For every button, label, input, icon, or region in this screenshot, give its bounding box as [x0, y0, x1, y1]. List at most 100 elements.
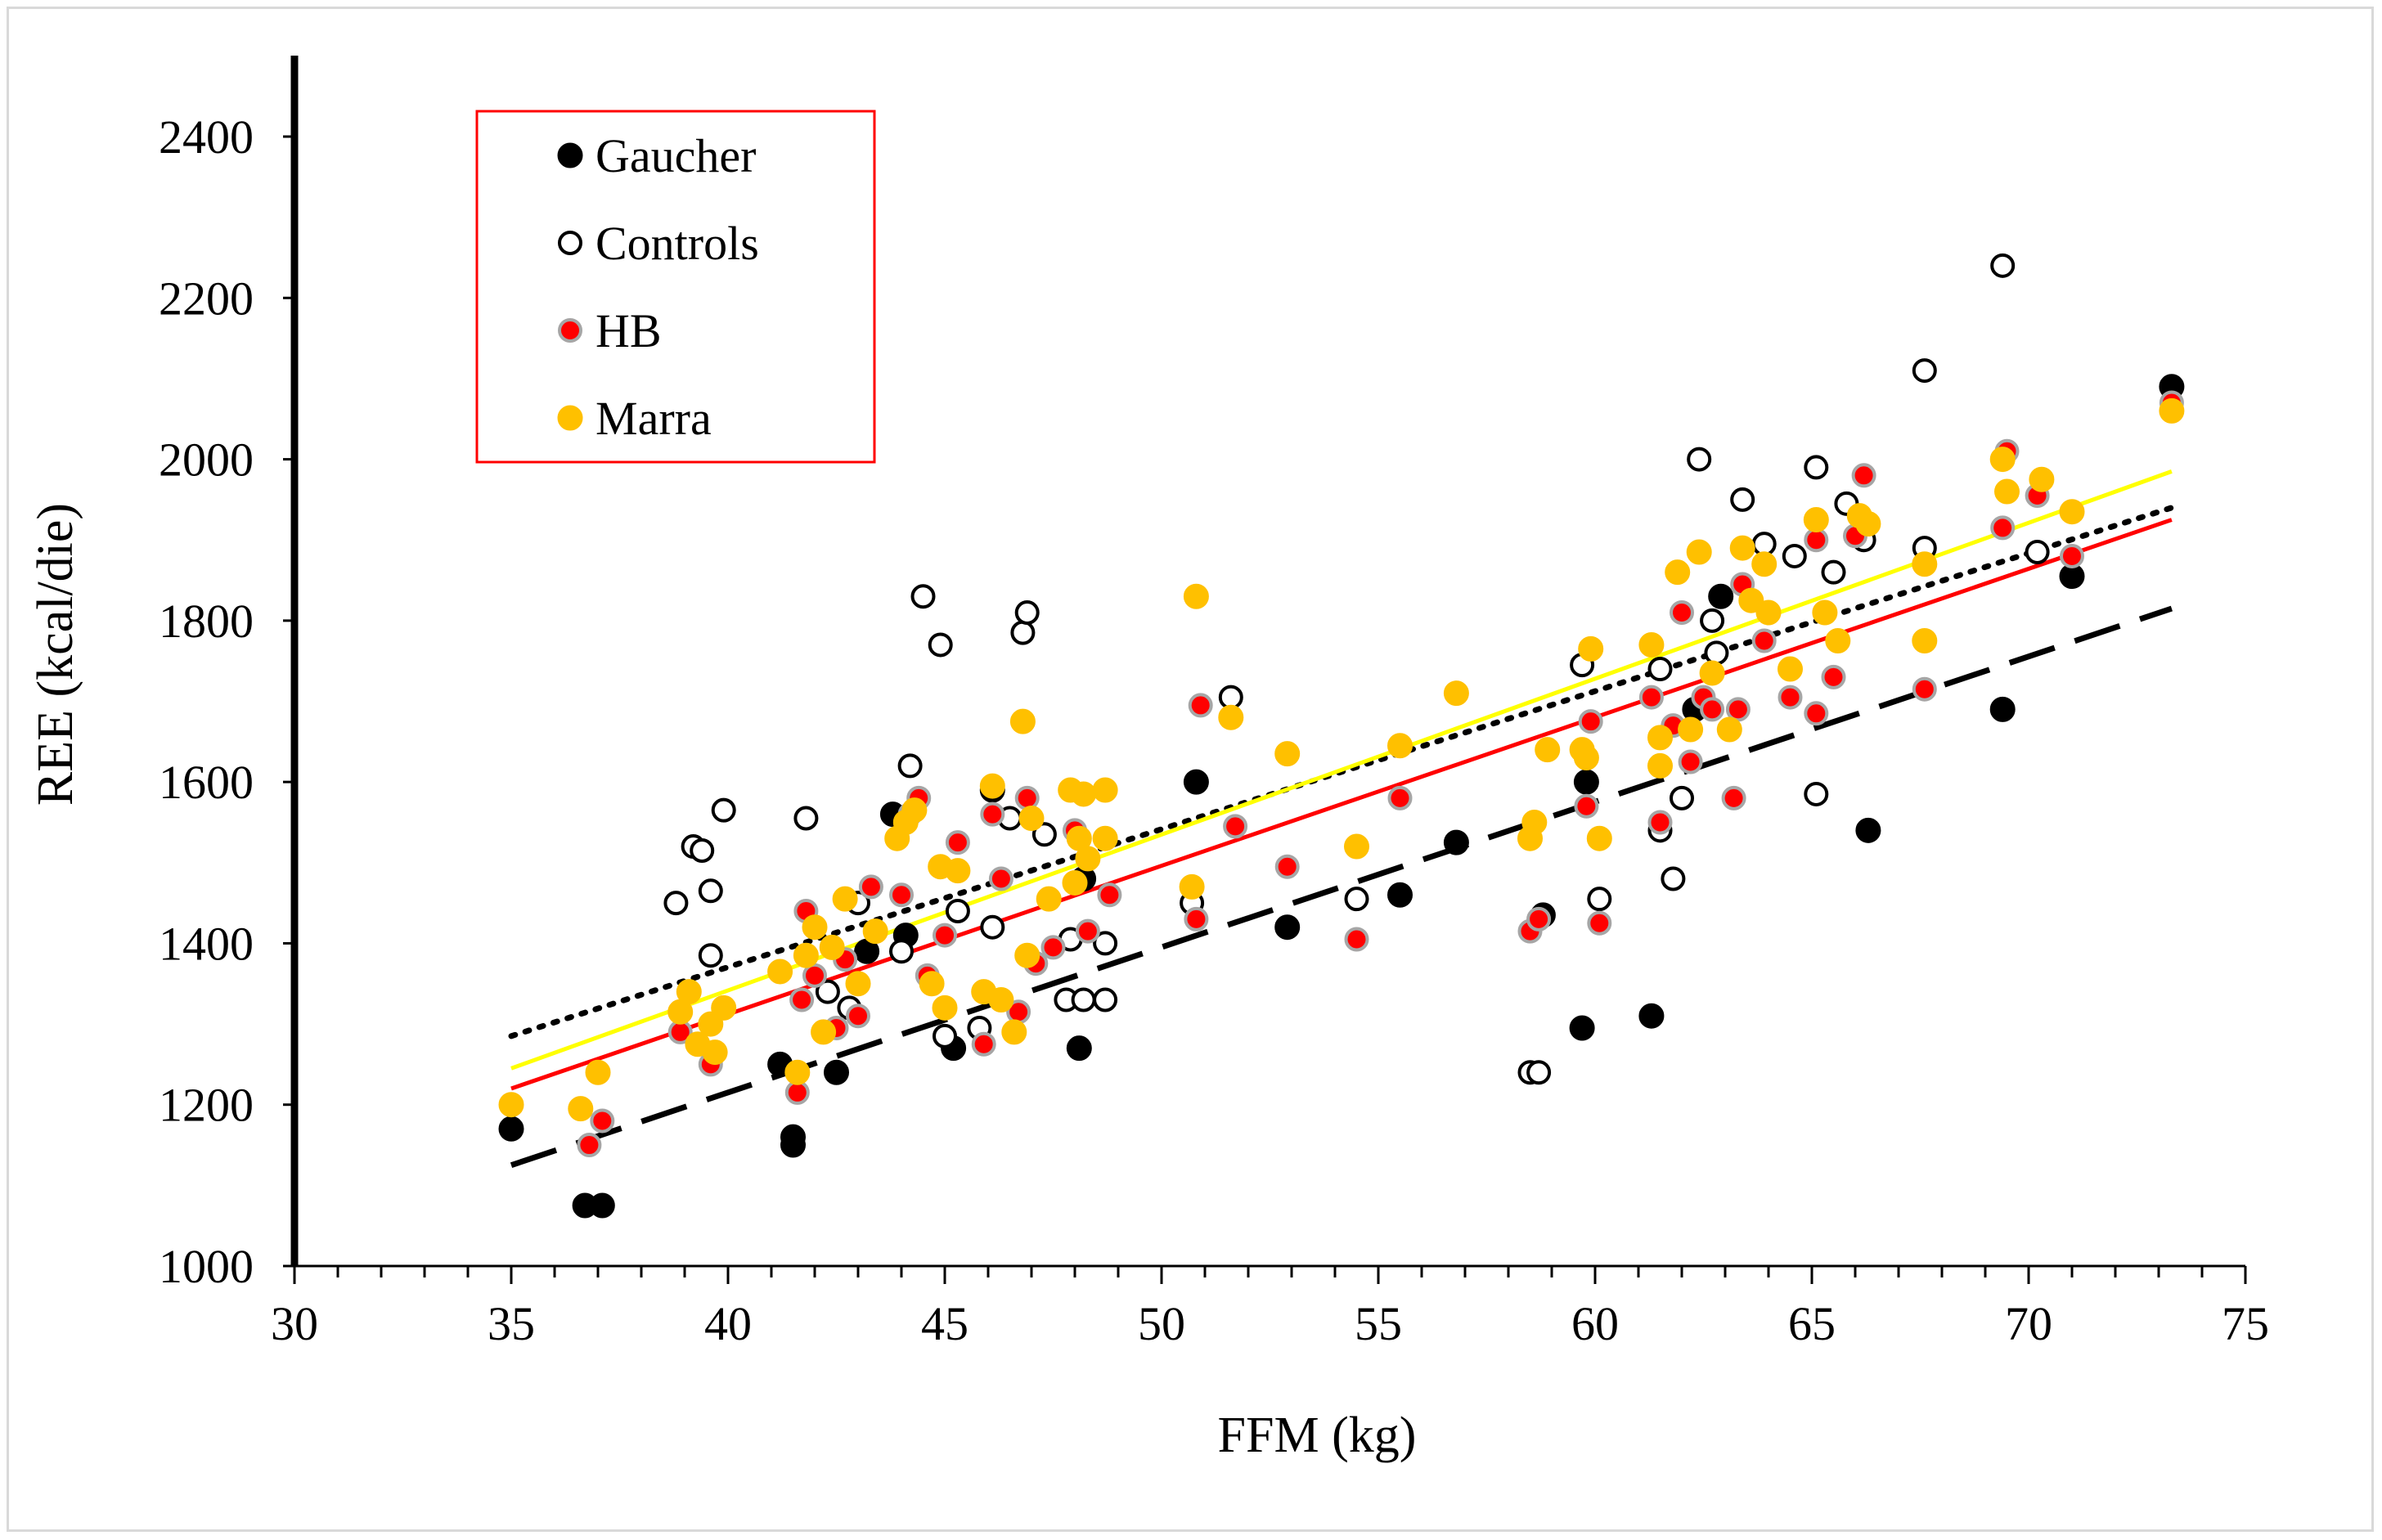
legend-label-gaucher: Gaucher: [596, 129, 756, 182]
point-hb: [1678, 749, 1703, 774]
point-controls: [1010, 620, 1036, 645]
point-hb: [1014, 785, 1040, 810]
point-hb: [1387, 785, 1413, 810]
x-tick-label: 70: [2005, 1297, 2052, 1350]
point-marra: [1274, 741, 1301, 767]
x-tick-label: 65: [1788, 1297, 1836, 1350]
point-controls: [1071, 987, 1096, 1012]
point-hb: [945, 830, 970, 855]
point-controls: [1804, 455, 1829, 480]
point-marra: [2159, 397, 2185, 424]
point-hb: [1990, 515, 2016, 541]
point-hb: [802, 963, 827, 988]
point-hb: [889, 882, 914, 908]
point-marra: [1062, 869, 1088, 896]
point-controls: [1093, 931, 1118, 956]
point-controls: [1782, 543, 1807, 568]
y-axis-title: REE (kcal/die): [28, 503, 83, 806]
legend-marker-gaucher: [557, 142, 583, 168]
x-tick-label: 45: [921, 1297, 969, 1350]
x-tick-label: 40: [704, 1297, 752, 1350]
point-controls: [1526, 1060, 1552, 1085]
point-marra: [1686, 539, 1712, 565]
trendline-hb: [510, 518, 2173, 1091]
point-marra: [1812, 599, 1838, 626]
point-controls: [889, 939, 914, 964]
point-gaucher: [1855, 817, 1881, 843]
point-hb: [1638, 685, 1664, 710]
legend-marker-hb: [558, 318, 582, 343]
legend-label-marra: Marra: [596, 392, 712, 445]
point-marra: [1535, 737, 1561, 763]
point-marra: [1755, 599, 1782, 626]
point-marra: [1738, 587, 1764, 613]
point-marra: [1218, 704, 1244, 730]
point-marra: [1586, 825, 1612, 851]
data-points: [498, 253, 2185, 1219]
point-hb: [1578, 709, 1603, 734]
x-tick-label: 30: [271, 1297, 318, 1350]
point-marra: [1344, 833, 1369, 860]
point-controls: [2025, 540, 2050, 565]
point-marra: [1989, 447, 2016, 473]
point-marra: [1825, 628, 1851, 654]
point-controls: [1647, 657, 1673, 682]
point-controls: [933, 1023, 957, 1048]
point-hb: [590, 1108, 615, 1134]
point-marra: [1994, 478, 2020, 505]
point-marra: [811, 1019, 837, 1045]
point-hb: [1647, 810, 1673, 835]
x-tick-label: 55: [1355, 1297, 1402, 1350]
point-controls: [1587, 887, 1612, 912]
point-gaucher: [1274, 914, 1301, 941]
point-marra: [1751, 551, 1778, 577]
point-hb: [1075, 918, 1100, 944]
point-marra: [1912, 551, 1938, 577]
axes: [283, 56, 2247, 1284]
point-controls: [663, 891, 689, 916]
point-hb: [1721, 785, 1746, 810]
y-tick-label: 1800: [159, 595, 254, 648]
point-marra: [793, 942, 819, 968]
point-marra: [832, 886, 858, 912]
point-marra: [1071, 781, 1097, 807]
point-marra: [1092, 777, 1118, 803]
point-controls: [897, 753, 923, 779]
x-tick-label: 75: [2222, 1297, 2269, 1350]
point-controls: [1661, 866, 1686, 891]
point-hb: [1184, 906, 1209, 932]
point-hb: [1804, 701, 1829, 726]
point-marra: [1803, 507, 1829, 533]
y-tick-label: 1200: [159, 1079, 254, 1132]
series-marra: [498, 397, 2185, 1122]
legend: Gaucher Controls HB Marra: [475, 110, 876, 464]
point-marra: [1638, 631, 1665, 658]
point-gaucher: [1569, 1015, 1595, 1041]
point-marra: [1573, 745, 1599, 771]
legend-marker-controls: [558, 231, 582, 255]
x-tick-label: 35: [488, 1297, 535, 1350]
series-gaucher: [498, 374, 2185, 1219]
point-hb: [1751, 628, 1777, 653]
x-tick-label: 50: [1138, 1297, 1185, 1350]
point-controls: [1704, 640, 1729, 666]
point-gaucher: [1638, 1003, 1665, 1029]
point-controls: [698, 878, 723, 904]
point-hb: [1274, 854, 1300, 879]
point-marra: [1521, 809, 1548, 835]
point-hb: [933, 923, 957, 948]
point-marra: [1001, 1019, 1027, 1045]
point-hb: [1778, 685, 1803, 710]
y-tick-label: 1600: [159, 756, 254, 809]
point-marra: [1179, 873, 1205, 900]
point-marra: [585, 1059, 611, 1085]
point-hb: [2060, 543, 2084, 568]
point-marra: [1716, 716, 1742, 743]
point-controls: [815, 979, 840, 1004]
point-hb: [1040, 935, 1066, 960]
point-hb: [1912, 676, 1937, 702]
point-marra: [1912, 628, 1938, 654]
y-tick-label: 1000: [159, 1240, 254, 1293]
point-marra: [1729, 535, 1755, 561]
